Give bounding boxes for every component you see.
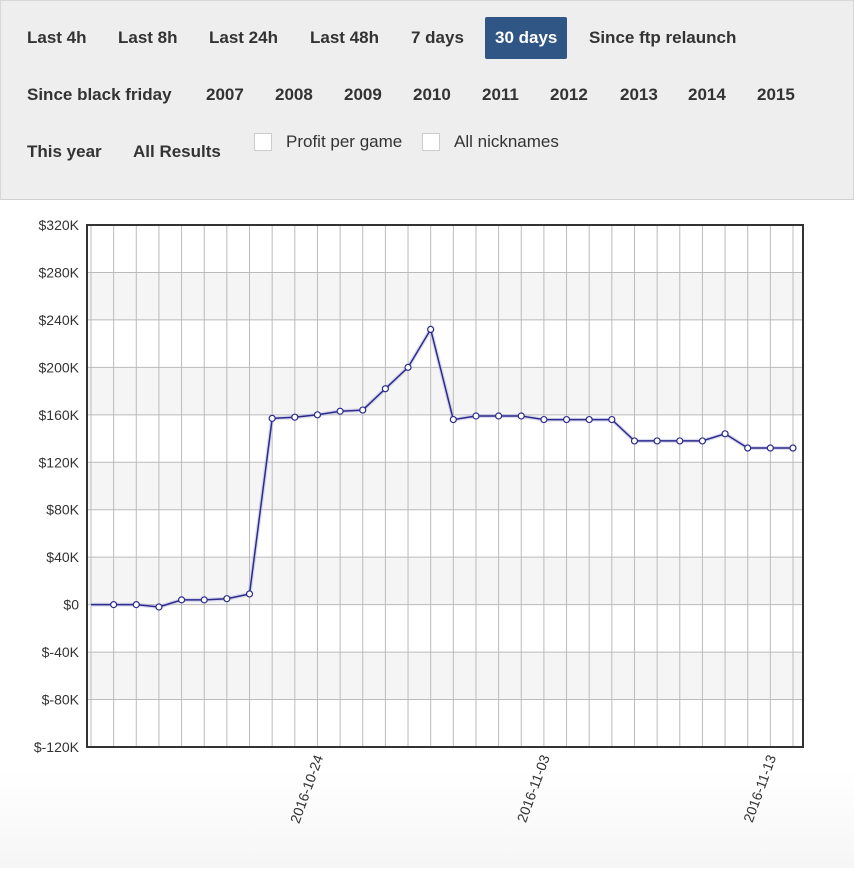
y-tick-label: $80K [46, 502, 79, 518]
data-point [517, 412, 525, 420]
filter-last-8h-button[interactable]: Last 8h [118, 28, 178, 47]
plot-band [87, 272, 803, 320]
filter-this-year-button[interactable]: This year [27, 142, 102, 161]
data-point [472, 412, 480, 420]
data-point [698, 437, 707, 445]
all-nicknames-checkbox[interactable] [422, 133, 440, 151]
data-point [540, 415, 548, 424]
y-tick-label: $-40K [42, 644, 80, 660]
y-tick-label: $240K [39, 312, 80, 328]
data-point [110, 601, 118, 609]
chart-area: $320K $280K $240K $200K $160K $120K $80K $40K $0… [0, 200, 854, 868]
data-point [200, 596, 208, 604]
all-nicknames-toggle[interactable]: All nicknames [422, 130, 559, 154]
profit-per-game-checkbox[interactable] [254, 133, 272, 151]
profit-chart: $320K $280K $240K $200K $160K $120K $80K $40K $0… [34, 217, 804, 825]
data-point [155, 603, 163, 611]
data-point [336, 407, 344, 415]
data-point [449, 415, 457, 424]
data-point [427, 325, 435, 333]
data-point [676, 437, 684, 445]
y-tick-label: $120K [39, 454, 80, 470]
y-tick-label: $-80K [42, 692, 80, 708]
y-tick-label: $0 [63, 597, 79, 613]
profit-per-game-toggle[interactable]: Profit per game [254, 130, 402, 154]
data-point [223, 595, 231, 603]
filter-2007-button[interactable]: 2007 [206, 85, 244, 104]
filter-last-24h-button[interactable]: Last 24h [209, 28, 278, 47]
y-tick-label: $200K [39, 359, 80, 375]
plot-border [86, 224, 804, 748]
data-point [132, 601, 140, 609]
y-tick-label: $160K [39, 407, 80, 423]
filter-last-48h-button[interactable]: Last 48h [310, 28, 379, 47]
profit-per-game-label: Profit per game [286, 132, 403, 151]
data-point [630, 437, 639, 445]
data-point [177, 596, 186, 604]
filter-panel: Last 4h Last 8h Last 24h Last 48h 7 days 30 d… [0, 0, 854, 200]
all-nicknames-label: All nicknames [454, 132, 559, 151]
data-point [653, 437, 661, 445]
filter-2010-button[interactable]: 2010 [413, 85, 451, 104]
filter-last-4h-button[interactable]: Last 4h [27, 28, 87, 47]
data-point [245, 590, 254, 598]
filter-since-black-friday-button[interactable]: Since black friday [27, 85, 172, 104]
data-point [789, 444, 797, 452]
data-point [404, 363, 412, 371]
y-tick-label: $-120K [34, 739, 80, 755]
x-tick-label: 2016-11-13 [740, 752, 779, 824]
y-tick-label: $320K [39, 217, 80, 233]
filter-2013-button[interactable]: 2013 [620, 85, 658, 104]
x-tick-label: 2016-11-03 [514, 752, 553, 824]
data-point [721, 430, 729, 438]
filter-since-ftp-relaunch-button[interactable]: Since ftp relaunch [589, 28, 737, 47]
data-point [291, 413, 299, 421]
series-line [91, 327, 793, 608]
data-point [744, 444, 752, 452]
data-point [585, 415, 593, 424]
filter-2014-button[interactable]: 2014 [688, 85, 726, 104]
filter-30-days-button[interactable]: 30 days [485, 17, 568, 59]
plot-band [87, 652, 803, 700]
filter-2015-button[interactable]: 2015 [757, 85, 795, 104]
data-point [313, 411, 322, 419]
plot-band [87, 557, 803, 605]
data-point [359, 406, 367, 414]
data-point [562, 415, 571, 424]
filter-2012-button[interactable]: 2012 [550, 85, 588, 104]
filter-7-days-button[interactable]: 7 days [411, 28, 464, 47]
y-tick-label: $40K [46, 549, 79, 565]
filter-2011-button[interactable]: 2011 [482, 85, 519, 104]
data-point [381, 385, 389, 393]
y-tick-label: $280K [39, 264, 80, 280]
data-point [268, 414, 276, 422]
data-point [495, 412, 503, 420]
filter-2009-button[interactable]: 2009 [344, 85, 382, 104]
filter-all-results-button[interactable]: All Results [133, 142, 221, 161]
filter-2008-button[interactable]: 2008 [275, 85, 313, 104]
plot-band [87, 462, 803, 510]
x-tick-label: 2016-10-24 [287, 752, 327, 825]
data-point [766, 444, 774, 452]
data-point [608, 415, 616, 424]
